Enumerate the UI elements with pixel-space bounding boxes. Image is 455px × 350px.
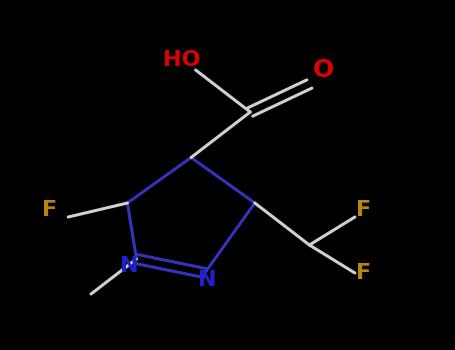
- Text: F: F: [42, 200, 58, 220]
- Text: N: N: [121, 256, 139, 276]
- Text: F: F: [356, 263, 372, 283]
- Text: N: N: [198, 270, 216, 290]
- Text: F: F: [356, 200, 372, 220]
- Text: O: O: [313, 58, 334, 82]
- Text: HO: HO: [163, 49, 201, 70]
